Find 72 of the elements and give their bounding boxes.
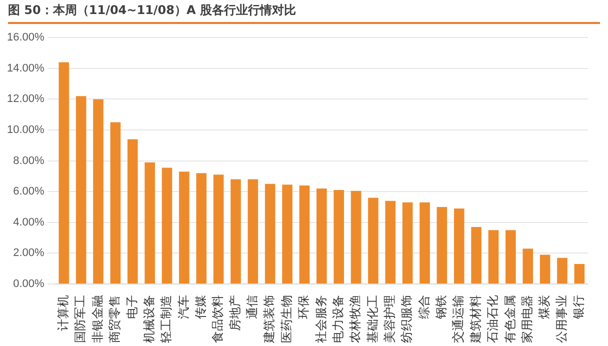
x-tick-label: 钢铁 xyxy=(434,295,448,320)
bar xyxy=(488,230,499,284)
bar xyxy=(436,207,448,284)
bar xyxy=(127,139,138,284)
bar xyxy=(213,174,224,284)
x-tick-label: 银行 xyxy=(572,295,586,320)
bar xyxy=(557,258,568,284)
x-tick-label: 社会服务 xyxy=(314,295,328,343)
bar xyxy=(282,184,292,284)
bar xyxy=(58,62,70,284)
bar xyxy=(179,172,190,284)
x-tick-label: 家用电器 xyxy=(520,295,534,343)
bar xyxy=(162,168,172,284)
x-tick-label: 建筑材料 xyxy=(468,295,482,344)
x-tick-label: 基础化工 xyxy=(365,295,380,343)
x-tick-label: 有色金属 xyxy=(502,295,517,343)
x-tick-label: 环保 xyxy=(296,295,311,319)
y-tick-label: 6.00% xyxy=(13,186,45,198)
bar xyxy=(316,188,327,284)
x-tick-label: 美容护理 xyxy=(382,295,397,343)
bar xyxy=(402,202,413,284)
bar xyxy=(230,179,241,284)
y-tick-label: 2.00% xyxy=(13,247,45,260)
x-tick-label: 通信 xyxy=(245,295,260,319)
x-tick-label: 建筑装饰 xyxy=(262,295,276,344)
x-tick-label: 非银金融 xyxy=(90,295,104,343)
bar xyxy=(540,254,550,284)
y-tick-label: 14.00% xyxy=(6,62,45,74)
bar xyxy=(93,99,104,284)
x-tick-label: 石油石化 xyxy=(486,295,500,343)
x-tick-label: 医药生物 xyxy=(279,295,294,343)
x-tick-label: 综合 xyxy=(416,295,431,319)
bar xyxy=(110,122,121,284)
bar xyxy=(471,227,482,284)
y-tick-label: 10.00% xyxy=(6,124,45,136)
bar xyxy=(522,248,534,284)
x-tick-label: 农林牧渔 xyxy=(348,295,362,343)
x-tick-label: 交通运输 xyxy=(451,295,466,343)
bar xyxy=(264,184,276,284)
x-tick-label: 煤炭 xyxy=(537,295,552,319)
x-tick-label: 电子 xyxy=(124,295,139,319)
y-tick-label: 4.00% xyxy=(13,216,45,228)
x-tick-label: 食品饮料 xyxy=(210,295,225,343)
x-tick-label: 国防军工 xyxy=(73,295,88,343)
bar xyxy=(574,264,585,284)
x-tick-label: 房地产 xyxy=(228,295,242,331)
chart-title: 图 50：本周（11/04~11/08）A 股各行业行情对比 xyxy=(8,0,600,24)
x-tick-label: 传媒 xyxy=(193,295,208,319)
y-tick-label: 0.00% xyxy=(13,278,45,290)
x-tick-label: 汽车 xyxy=(176,295,190,319)
bar xyxy=(454,208,464,284)
bar xyxy=(248,179,258,284)
y-tick-label: 16.00% xyxy=(6,32,45,44)
bar xyxy=(144,162,155,284)
x-tick-label: 计算机 xyxy=(56,295,70,331)
x-tick-label: 纺织服饰 xyxy=(400,295,414,343)
bar xyxy=(368,198,378,284)
bar xyxy=(385,200,396,284)
x-tick-label: 轻工制造 xyxy=(159,295,174,343)
x-tick-label: 商贸零售 xyxy=(108,295,122,343)
x-tick-label: 电力设备 xyxy=(330,295,345,343)
bar xyxy=(506,230,516,284)
y-tick-label: 12.00% xyxy=(6,93,45,106)
bar xyxy=(334,190,344,284)
bar xyxy=(76,96,86,284)
x-tick-label: 公用事业 xyxy=(554,295,568,343)
bar xyxy=(420,202,430,284)
x-tick-label: 机械设备 xyxy=(142,295,156,343)
y-tick-label: 8.00% xyxy=(13,154,45,167)
bar xyxy=(299,185,310,284)
bar xyxy=(196,173,207,284)
bar xyxy=(350,190,362,284)
